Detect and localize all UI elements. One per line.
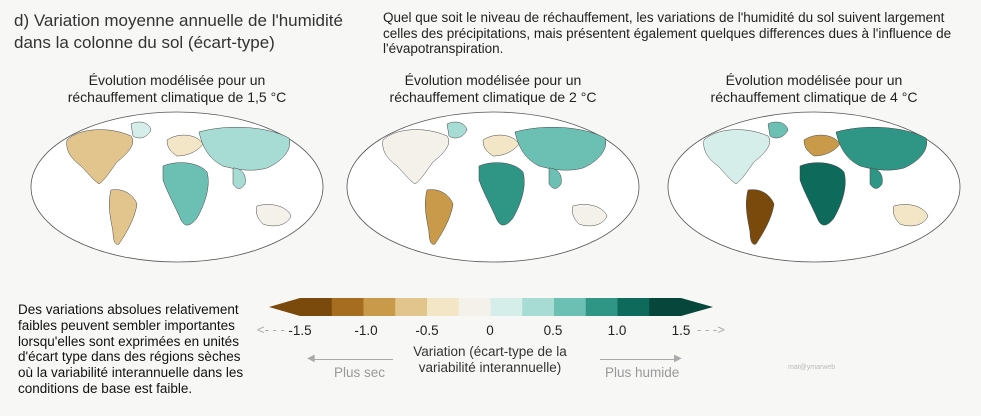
continent-europe [166, 134, 204, 157]
continent-south-america [109, 189, 138, 245]
legend-title-line1: Variation (écart-type de la [413, 344, 567, 359]
dashed-arrow-left-icon: <- - - [257, 322, 285, 337]
figure-title: d) Variation moyenne annuelle de l'humid… [14, 11, 343, 52]
continent-india [548, 167, 562, 189]
legend-title: Variation (écart-type de la variabilité … [405, 344, 575, 376]
legend-title-line2: variabilité interannuelle) [418, 360, 562, 375]
map-title-line1: Évolution modélisée pour un [88, 72, 266, 88]
continent-south-america [425, 189, 454, 245]
colorbar-segment [617, 298, 650, 316]
continent-india [869, 167, 883, 189]
continent-asia [835, 126, 928, 171]
continent-africa [799, 162, 846, 226]
colorbar-segment [490, 298, 523, 316]
tick-label: 0 [486, 323, 494, 338]
map-panel-1-5: Évolution modélisée pour un réchauffemen… [27, 72, 327, 267]
continent-india [232, 167, 246, 189]
world-map-2 [346, 111, 640, 263]
tick-label: -0.5 [415, 323, 439, 338]
colorbar-right-cap [681, 298, 713, 316]
tick-label: -1.5 [288, 323, 312, 338]
continent-north-america [66, 129, 133, 185]
colorbar-segment [427, 298, 460, 316]
tick-label: 0.5 [543, 323, 563, 338]
continent-australia [572, 204, 608, 227]
watermark: mat@ymarweb [788, 364, 836, 371]
continent-australia [256, 204, 292, 227]
continent-asia [514, 126, 607, 171]
map-title-line1: Évolution modélisée pour un [404, 72, 582, 88]
footnote-text: Des variations absolues relativement fai… [18, 302, 244, 396]
continent-greenland [767, 121, 789, 139]
map-title: Évolution modélisée pour un réchauffemen… [343, 72, 643, 106]
arrow-right-icon: ▶ [674, 353, 682, 364]
continent-europe [482, 134, 520, 157]
drier-arrow-line [313, 359, 393, 360]
colorbar-segment [363, 298, 396, 316]
tick-label: 1.5 [671, 323, 691, 338]
continent-australia [893, 204, 929, 227]
continent-greenland [446, 121, 468, 139]
color-legend: <- - - -1.5 -1.0 -0.5 0 0.5 1.0 1.5 - - … [255, 292, 725, 382]
continent-europe [803, 134, 841, 157]
continent-greenland [130, 121, 152, 139]
continent-africa [162, 162, 209, 226]
colorbar-segment [554, 298, 587, 316]
colorbar-segment [522, 298, 555, 316]
map-title-line2: réchauffement climatique de 1,5 °C [67, 89, 287, 105]
continent-asia [198, 126, 291, 171]
tick-label: -1.0 [354, 323, 378, 338]
arrow-left-icon: ◀ [307, 353, 315, 364]
continent-north-america [703, 129, 770, 185]
intro-text: Quel que soit le niveau de réchauffement… [383, 10, 952, 56]
colorbar-left-cap [269, 298, 300, 316]
colorbar-segment [395, 298, 428, 316]
world-map-1-5 [30, 111, 324, 263]
tick-label: 1.0 [607, 323, 627, 338]
continent-north-america [382, 129, 449, 185]
dashed-arrow-right-icon: - - -> [697, 322, 725, 337]
map-panel-4: Évolution modélisée pour un réchauffemen… [664, 72, 964, 267]
colorbar-segment [331, 298, 364, 316]
wetter-arrow-line [600, 359, 675, 360]
colorbar-segment [585, 298, 618, 316]
world-map-4 [667, 111, 961, 263]
continent-south-america [746, 189, 775, 245]
colorbar-segment [458, 298, 491, 316]
colorbar-segment [649, 298, 682, 316]
wetter-label: Plus humide [605, 365, 680, 380]
colorbar-segment [300, 298, 333, 316]
map-title: Évolution modélisée pour un réchauffemen… [27, 72, 327, 106]
map-title: Évolution modélisée pour un réchauffemen… [664, 72, 964, 106]
drier-label: Plus sec [334, 365, 386, 380]
map-title-line2: réchauffement climatique de 2 °C [389, 89, 597, 105]
map-panel-2: Évolution modélisée pour un réchauffemen… [343, 72, 643, 267]
map-title-line2: réchauffement climatique de 4 °C [710, 89, 918, 105]
map-title-line1: Évolution modélisée pour un [725, 72, 903, 88]
colorbar [269, 298, 713, 316]
continent-africa [478, 162, 525, 226]
